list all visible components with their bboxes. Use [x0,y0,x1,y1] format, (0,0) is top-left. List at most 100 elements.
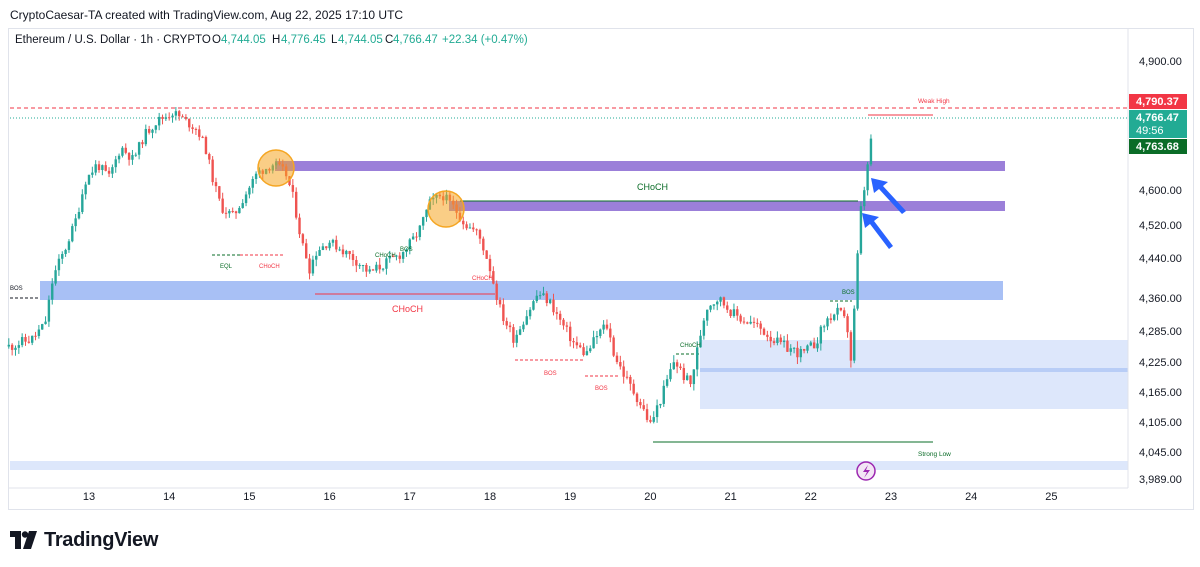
candle-body [10,344,14,350]
candle-body [535,295,538,302]
candle-body [361,264,365,266]
candle-body [157,116,161,126]
candle-body [472,227,475,230]
candle-body [732,309,736,317]
candle-body [605,324,609,329]
price-tick-label: 4,105.00 [1139,417,1182,429]
candle-body [174,111,178,116]
candle-body [548,299,552,304]
candle-body [742,321,746,323]
candle-body [391,256,395,258]
candle-body [137,142,141,155]
candle-body [853,308,856,361]
candle-body [311,259,315,274]
candle-body [796,347,799,358]
time-tick-label: 15 [243,491,255,503]
candle-body [562,319,565,326]
low-label: L [331,34,338,46]
candle-body [819,326,823,344]
candle-body [759,323,762,329]
candle-body [528,309,532,317]
candle-body [789,348,792,352]
candle-body [525,316,528,325]
candle-body [609,328,612,338]
candle-body [54,270,57,284]
candle-body [335,239,338,250]
arrow-icon [862,213,893,249]
candle-body [315,255,318,260]
candle-body [368,269,371,272]
candle-body [308,258,311,274]
candle-body [421,217,425,226]
candle-body [629,376,632,384]
eql-label: EQL [220,264,233,270]
candle-body [702,320,706,336]
choch-small-label-4: CHoCH [680,343,701,349]
choch-small-label-2: CHoCH [375,253,396,259]
candle-body [849,332,853,361]
candle-body [722,297,726,306]
demand-zone-upper [700,340,1128,370]
highlight-circle-right [427,190,465,228]
candle-body [822,326,826,328]
open-value: 4,744.05 [221,34,266,46]
candle-body [502,304,505,322]
candle-body [91,172,94,175]
choch-label-left: CHoCH [392,304,423,314]
candle-body [27,341,31,343]
price-axis[interactable]: 4,900.00 4,600.00 4,520.00 4,440.00 4,360.00… [1127,28,1182,488]
price-tick-label: 4,440.00 [1139,253,1182,265]
last-price-text: 4,766.47 [1136,112,1179,124]
candle-body [672,362,675,370]
candle-body [649,419,652,422]
event-icon[interactable] [856,461,876,481]
candle-body [188,118,191,128]
candle-body [405,249,408,253]
candle-body [41,324,44,330]
candle-body [71,226,74,242]
candle-body [662,385,665,404]
candle-body [772,341,776,344]
candle-body [151,129,154,133]
candle-body [538,295,542,297]
last-price-tag [1129,110,1187,138]
candle-body [87,174,91,185]
candle-body [512,327,515,343]
candle-body [355,259,358,266]
candle-body [836,307,839,315]
support-zone [40,281,1003,300]
candle-body [729,309,732,317]
candle-body [652,417,655,422]
candle-body [208,153,211,160]
candle-body [214,182,218,187]
candle-body [522,324,525,330]
candle-body [211,159,214,183]
close-label: C [385,34,393,46]
annotations: Weak High Strong Low CHoCH CHoCH BOS EQL… [10,98,951,458]
candle-body [107,170,111,174]
candle-body [482,238,485,251]
candle-body [589,348,592,352]
candle-body [385,258,388,269]
candle-body [709,305,712,310]
candle-body [345,250,348,255]
high-value: 4,776.45 [281,34,326,46]
candle-body [325,246,328,249]
time-tick-label: 13 [83,491,95,503]
candle-body [224,212,228,214]
candles [7,107,873,424]
candle-body [712,304,716,306]
low-value: 4,744.05 [338,34,383,46]
price-tick-label: 4,520.00 [1139,220,1182,232]
candle-body [602,324,605,330]
candle-body [689,375,692,385]
candle-body [569,326,572,342]
weak-high-price-tag [1129,94,1187,109]
candle-body [305,243,308,259]
time-tick-label: 24 [965,491,977,503]
candle-body [558,313,562,320]
candle-body [221,198,224,213]
time-axis[interactable]: 13 14 15 16 17 18 19 20 21 22 23 24 25 [8,487,1128,503]
candle-body [14,347,17,350]
